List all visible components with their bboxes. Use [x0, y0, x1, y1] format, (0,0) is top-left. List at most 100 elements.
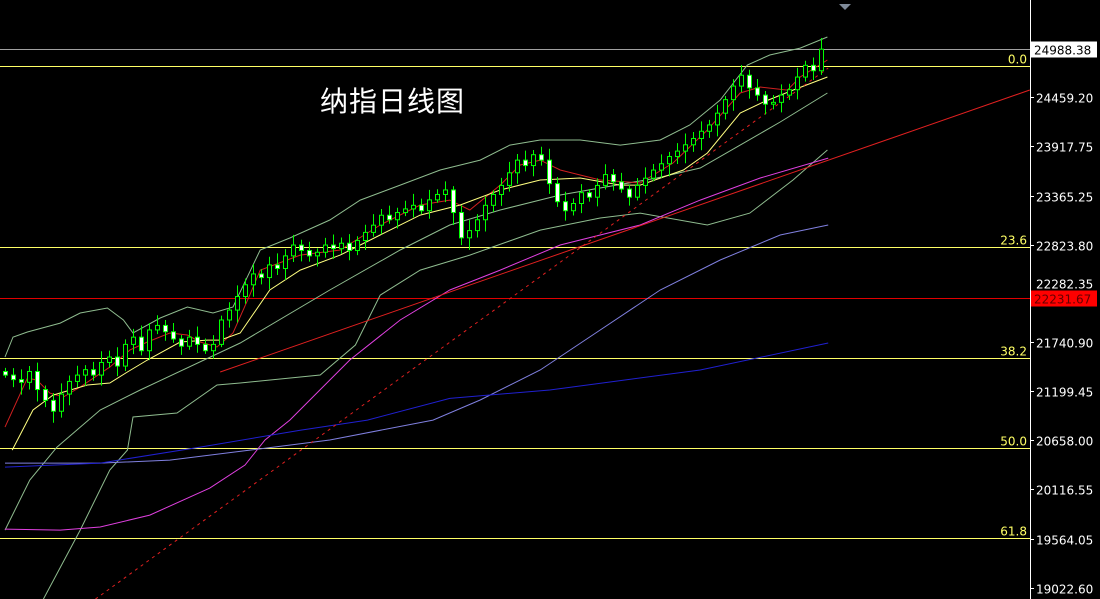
candle — [83, 365, 88, 386]
ma-magenta-line — [4, 157, 829, 531]
candle-body — [451, 189, 456, 214]
candle-body — [619, 181, 624, 190]
candle-body — [579, 192, 584, 204]
candle-body — [483, 204, 488, 221]
candle-body — [131, 336, 136, 345]
candle-body — [75, 374, 80, 382]
candle — [491, 190, 496, 212]
candle-body — [163, 324, 168, 333]
axis-tick-label: 21740.90 — [1036, 337, 1093, 351]
candle-body — [507, 172, 512, 186]
candle — [35, 362, 40, 402]
candles — [3, 38, 824, 423]
candle-body — [811, 64, 816, 72]
candle-body — [19, 379, 24, 383]
candle-body — [3, 370, 8, 376]
candle — [467, 220, 472, 250]
candle-body — [635, 184, 640, 198]
candle-body — [299, 244, 304, 251]
candle — [643, 167, 648, 194]
candle — [635, 177, 640, 201]
candle-body — [771, 101, 776, 105]
candle — [371, 214, 376, 237]
fib-level-label: 61.8 — [1000, 525, 1027, 539]
candle-body — [27, 370, 32, 383]
candle-body — [555, 183, 560, 203]
candle — [483, 196, 488, 232]
candle-body — [43, 389, 48, 401]
candle — [435, 189, 440, 203]
candle-body — [307, 249, 312, 257]
axis-tick-label: 20658.00 — [1036, 435, 1093, 449]
candle — [251, 264, 256, 297]
candle-body — [371, 224, 376, 233]
candle — [707, 119, 712, 138]
candle-body — [139, 336, 144, 352]
candle — [627, 184, 632, 206]
candle-body — [643, 177, 648, 186]
axis-tick-label: 24459.20 — [1036, 92, 1093, 106]
candle — [315, 248, 320, 267]
candle — [299, 239, 304, 262]
candle — [555, 177, 560, 207]
candle-body — [115, 356, 120, 367]
candle — [67, 375, 72, 406]
candle — [731, 79, 736, 111]
candle — [323, 237, 328, 258]
candle-body — [123, 343, 128, 367]
candle-body — [587, 192, 592, 198]
candle — [131, 328, 136, 355]
candle-body — [323, 244, 328, 253]
bb-middle-line — [4, 92, 828, 531]
candle — [147, 323, 152, 361]
candle-body — [283, 255, 288, 270]
candle — [139, 325, 144, 356]
candle — [395, 207, 400, 229]
candle-body — [715, 112, 720, 126]
candle-body — [67, 380, 72, 395]
candle-body — [363, 231, 368, 242]
candle — [475, 214, 480, 238]
candle — [675, 143, 680, 164]
candle-body — [475, 219, 480, 232]
candle — [363, 224, 368, 251]
candle-body — [339, 242, 344, 250]
candle — [235, 285, 240, 323]
candle-body — [203, 343, 208, 352]
candle-body — [595, 184, 600, 198]
candle — [107, 350, 112, 368]
candle-body — [467, 230, 472, 239]
candle — [571, 198, 576, 216]
candle-body — [803, 64, 808, 78]
red-level-label: 22231.67 — [1034, 293, 1091, 307]
candle — [595, 178, 600, 207]
candle — [515, 154, 520, 184]
candle — [507, 161, 512, 192]
candle — [203, 338, 208, 354]
candle-body — [459, 212, 464, 239]
candle — [563, 191, 568, 221]
candle-body — [267, 264, 272, 279]
candle — [403, 200, 408, 217]
axis-tick-label: 23365.25 — [1036, 191, 1093, 205]
candle — [611, 168, 616, 191]
candle — [211, 335, 216, 359]
candle — [27, 365, 32, 390]
axis-tick-label: 20116.55 — [1036, 484, 1093, 498]
price-axis: 24459.20 23917.75 23365.25 22823.80 22282.35… — [1030, 0, 1100, 599]
fib-level-label: 23.6 — [1000, 234, 1027, 248]
indicator-lines — [4, 36, 1030, 599]
candle-body — [419, 204, 424, 212]
chart-shift-marker-icon[interactable] — [839, 4, 851, 10]
candle-body — [755, 87, 760, 96]
candle — [3, 367, 8, 378]
candle — [443, 181, 448, 203]
candle — [579, 184, 584, 214]
candle — [667, 151, 672, 177]
candle-body — [651, 169, 656, 179]
candle-body — [259, 273, 264, 279]
candle-body — [355, 240, 360, 251]
candle — [459, 205, 464, 246]
candle — [387, 205, 392, 224]
